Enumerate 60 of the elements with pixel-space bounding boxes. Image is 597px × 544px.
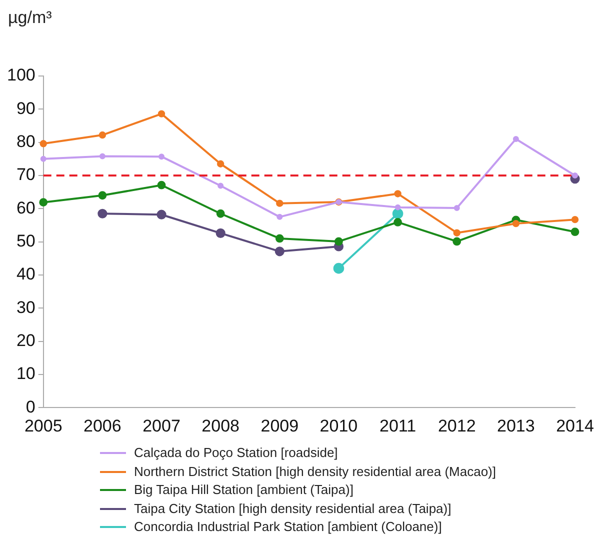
y-tick-label: 80 xyxy=(16,132,36,152)
x-tick-label: 2013 xyxy=(497,416,535,436)
point xyxy=(98,131,106,139)
x-tick-label: 2010 xyxy=(320,416,358,436)
point xyxy=(99,153,106,160)
point xyxy=(39,198,48,207)
point xyxy=(453,229,460,236)
point xyxy=(512,220,520,228)
x-tick-label: 2014 xyxy=(556,416,594,436)
point xyxy=(40,156,46,162)
x-tick-label: 2009 xyxy=(260,416,299,436)
point xyxy=(40,140,47,148)
y-axis-title: µg/m³ xyxy=(8,8,52,28)
y-tick-label: 60 xyxy=(16,198,36,218)
point xyxy=(98,191,107,200)
y-tick-label: 100 xyxy=(6,66,36,85)
point xyxy=(218,182,224,189)
point xyxy=(158,154,165,160)
point xyxy=(334,237,343,246)
y-tick-label: 70 xyxy=(16,165,36,184)
point xyxy=(572,172,578,178)
y-tick-label: 10 xyxy=(16,364,36,384)
y-tick-label: 40 xyxy=(16,264,36,284)
x-tick-label: 2007 xyxy=(142,416,180,436)
y-tick-label: 50 xyxy=(16,231,36,250)
legend-label: Northern District Station [high density residential area (Macao)] xyxy=(134,462,496,481)
point xyxy=(394,218,402,226)
y-tick-label: 0 xyxy=(26,397,36,416)
point xyxy=(276,214,283,220)
point xyxy=(275,234,284,243)
x-tick-label: 2008 xyxy=(202,416,240,436)
point xyxy=(157,180,166,190)
point xyxy=(394,204,401,210)
point xyxy=(454,204,460,211)
point xyxy=(274,246,284,256)
legend-label: Taipa City Station [high density residential area (Taipa)] xyxy=(134,500,452,518)
y-tick-label: 20 xyxy=(16,330,36,350)
legend-label: Concordia Industrial Park Station [ambient (Coloane)] xyxy=(134,518,442,536)
point xyxy=(571,216,579,224)
point xyxy=(216,209,225,218)
point xyxy=(333,262,344,274)
point xyxy=(98,208,108,218)
y-tick-label: 30 xyxy=(16,298,36,317)
point xyxy=(156,210,166,220)
point xyxy=(512,136,519,142)
point xyxy=(392,208,404,220)
x-tick-label: 2005 xyxy=(24,416,62,436)
x-tick-label: 2011 xyxy=(380,416,416,436)
point xyxy=(452,237,462,246)
legend-label: Calçada do Poço Station [roadside] xyxy=(134,444,338,462)
legend-label: Big Taipa Hill Station [ambient (Taipa)] xyxy=(134,481,354,499)
point xyxy=(276,200,284,207)
point xyxy=(570,228,580,236)
point xyxy=(216,228,226,238)
x-tick-label: 2006 xyxy=(84,416,122,436)
point xyxy=(158,110,166,118)
point xyxy=(216,160,224,168)
y-tick-label: 90 xyxy=(16,98,36,118)
x-tick-label: 2012 xyxy=(438,416,476,436)
point xyxy=(394,190,402,198)
